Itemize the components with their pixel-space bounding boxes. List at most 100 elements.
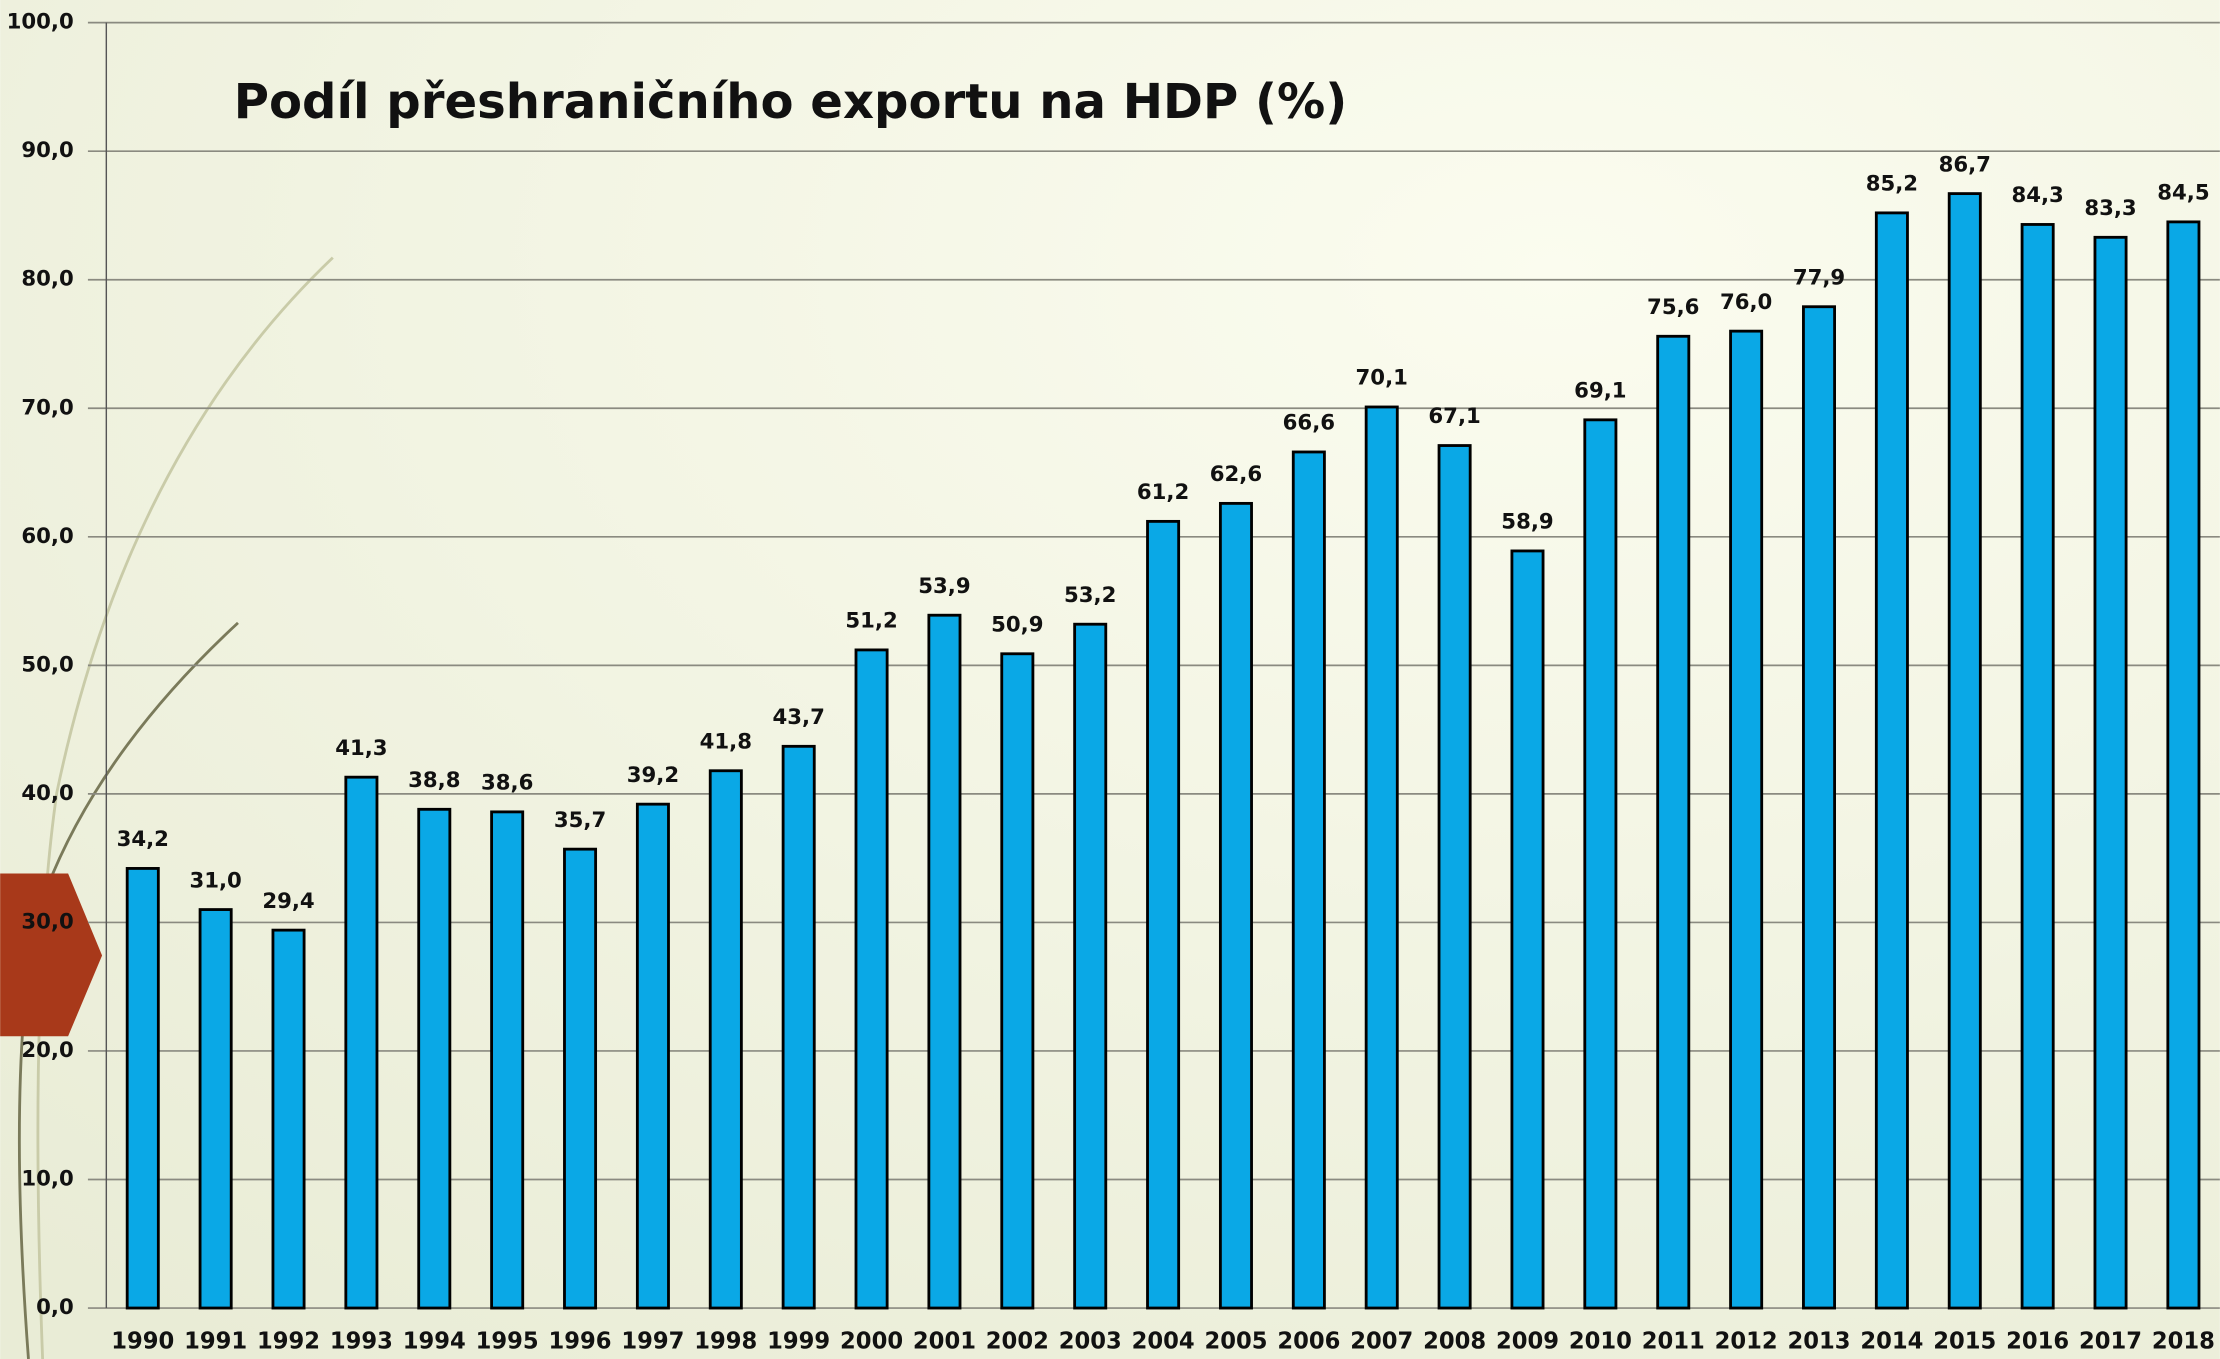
y-tick-label: 70,0 [21,395,73,420]
value-label: 83,3 [2084,196,2136,221]
value-label: 67,1 [1428,404,1480,429]
x-tick-label: 2013 [1788,1329,1851,1355]
x-tick-label: 2004 [1132,1329,1195,1355]
x-tick-label: 1999 [767,1329,830,1355]
bar [708,769,743,1310]
y-tick-label: 90,0 [21,138,73,163]
bar [1146,519,1181,1310]
bar [781,744,816,1310]
x-tick-label: 2018 [2152,1329,2215,1355]
value-label: 50,9 [991,612,1043,637]
bar [1583,418,1618,1310]
x-tick-label: 1991 [184,1329,247,1355]
bar [2020,223,2055,1310]
x-tick-label: 2000 [840,1329,903,1355]
x-tick-label: 1996 [549,1329,612,1355]
x-tick-label: 2015 [1933,1329,1996,1355]
bar [417,807,452,1310]
bar [1947,192,1982,1310]
x-tick-label: 2008 [1423,1329,1486,1355]
bar [198,908,233,1310]
x-tick-label: 2012 [1715,1329,1778,1355]
y-tick-label: 100,0 [7,10,74,35]
value-label: 69,1 [1574,379,1626,404]
bar [1291,450,1326,1310]
x-tick-label: 1993 [330,1329,393,1355]
value-label: 43,7 [773,705,825,730]
value-label: 77,9 [1793,265,1845,290]
value-label: 53,2 [1064,583,1116,608]
x-tick-label: 2011 [1642,1329,1705,1355]
x-tick-label: 2016 [2006,1329,2069,1355]
value-label: 61,2 [1137,480,1189,505]
value-label: 70,1 [1356,366,1408,391]
x-tick-label: 1992 [257,1329,320,1355]
y-tick-label: 0,0 [36,1295,74,1320]
value-label: 39,2 [627,763,679,788]
value-label: 62,6 [1210,462,1262,487]
bar [125,867,160,1310]
value-label: 76,0 [1720,290,1772,315]
x-tick-label: 2002 [986,1329,1049,1355]
value-label: 84,5 [2157,181,2209,206]
value-label: 31,0 [189,868,241,893]
value-label: 75,6 [1647,295,1699,320]
x-tick-label: 2006 [1277,1329,1340,1355]
x-tick-label: 2014 [1860,1329,1923,1355]
bar [2166,220,2201,1310]
bar [1874,211,1909,1310]
x-tick-label: 2009 [1496,1329,1559,1355]
bar [1729,329,1764,1310]
bar [1073,622,1108,1310]
value-label: 38,8 [408,768,460,793]
x-tick-label: 1997 [621,1329,684,1355]
value-label: 66,6 [1283,411,1335,436]
value-label: 84,3 [2011,183,2063,208]
y-tick-label: 30,0 [21,909,73,934]
y-tick-label: 50,0 [21,652,73,677]
y-tick-label: 80,0 [21,267,73,292]
bar [490,810,525,1310]
x-tick-label: 2010 [1569,1329,1632,1355]
value-label: 29,4 [262,889,314,914]
bar [854,648,889,1310]
x-tick-label: 1994 [403,1329,466,1355]
bar [1656,334,1691,1310]
value-label: 34,2 [117,827,169,852]
bar [1000,652,1035,1310]
bar [1510,549,1545,1310]
x-tick-label: 1990 [111,1329,174,1355]
value-label: 86,7 [1939,152,1991,177]
value-label: 41,3 [335,736,387,761]
bar [1364,405,1399,1310]
bar [271,928,306,1310]
chart-title: Podíl přeshraničního exportu na HDP (%) [234,74,1347,130]
decor-arrow [0,873,103,1037]
x-tick-label: 2005 [1204,1329,1267,1355]
x-tick-label: 1998 [694,1329,757,1355]
bar [2093,235,2128,1310]
x-tick-label: 2001 [913,1329,976,1355]
y-tick-label: 60,0 [21,524,73,549]
bar [563,847,598,1310]
bar [1437,444,1472,1310]
x-tick-label: 2003 [1059,1329,1122,1355]
value-label: 51,2 [845,609,897,634]
value-label: 58,9 [1501,510,1553,535]
decor-curve [36,256,334,1359]
value-label: 41,8 [700,729,752,754]
bar [927,613,962,1310]
value-label: 53,9 [918,574,970,599]
value-label: 85,2 [1866,172,1918,197]
bar [635,802,670,1310]
y-tick-label: 20,0 [21,1038,73,1063]
bar [344,775,379,1310]
value-label: 38,6 [481,771,533,796]
y-tick-label: 40,0 [21,781,73,806]
y-tick-label: 10,0 [21,1166,73,1191]
value-label: 35,7 [554,808,606,833]
x-tick-label: 1995 [476,1329,539,1355]
bar [1218,501,1253,1310]
